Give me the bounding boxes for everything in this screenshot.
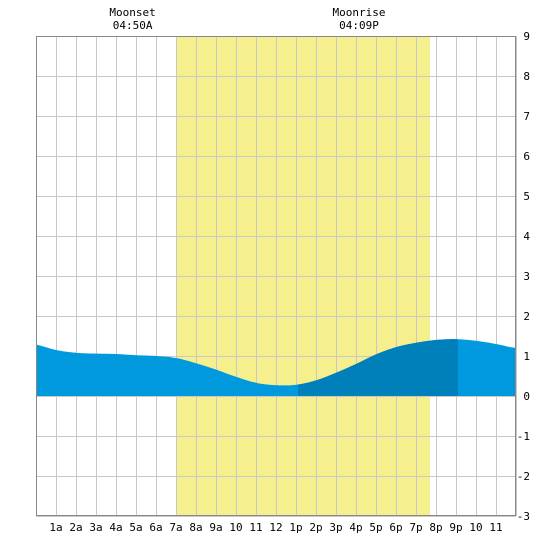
x-tick-label: 10 [229,521,242,534]
x-tick-label: 11 [249,521,262,534]
x-tick-label: 2p [309,521,322,534]
x-tick-label: 7a [169,521,182,534]
y-tick-label: 8 [523,70,530,83]
x-tick-label: 9a [209,521,222,534]
moon-event-label: Moonset [109,6,155,19]
x-tick-label: 3a [89,521,102,534]
x-tick-label: 5a [129,521,142,534]
y-tick-label: 9 [523,30,530,43]
moon-event-label: Moonrise [333,6,386,19]
x-tick-label: 1p [289,521,302,534]
x-tick-label: 1a [49,521,62,534]
x-tick-label: 9p [449,521,462,534]
x-tick-label: 5p [369,521,382,534]
x-tick-label: 8a [189,521,202,534]
y-tick-labels: -3 -2 -1 0 1 2 3 4 5 6 7 8 9 [517,30,531,523]
y-tick-label: -3 [517,510,530,523]
tide-area-highlight [298,339,458,396]
y-tick-label: -2 [517,470,530,483]
x-tick-label: 3p [329,521,342,534]
y-tick-label: 6 [523,150,530,163]
x-tick-labels: 1a 2a 3a 4a 5a 6a 7a 8a 9a 10 11 12 1p 2p 3p 4p 5p 6p 7p 8p… [49,521,502,534]
y-tick-label: 7 [523,110,530,123]
moon-event-time: 04:09P [339,19,379,32]
y-tick-label: 1 [523,350,530,363]
x-tick-label: 8p [429,521,442,534]
y-tick-label: -1 [517,430,530,443]
x-tick-label: 6a [149,521,162,534]
y-tick-label: 4 [523,230,530,243]
x-tick-label: 10 [469,521,482,534]
x-tick-label: 4p [349,521,362,534]
plot-border [36,36,516,516]
tide-area-layer [36,339,516,396]
grid-lines [36,36,517,517]
x-tick-label: 2a [69,521,82,534]
y-tick-label: 3 [523,270,530,283]
x-tick-label: 6p [389,521,402,534]
y-tick-label: 2 [523,310,530,323]
plot-frame [36,36,516,516]
y-tick-label: 5 [523,190,530,203]
y-tick-label: 0 [523,390,530,403]
x-tick-label: 4a [109,521,122,534]
x-tick-label: 7p [409,521,422,534]
x-tick-label: 12 [269,521,282,534]
moon-event-time: 04:50A [113,19,153,32]
x-tick-label: 11 [489,521,502,534]
